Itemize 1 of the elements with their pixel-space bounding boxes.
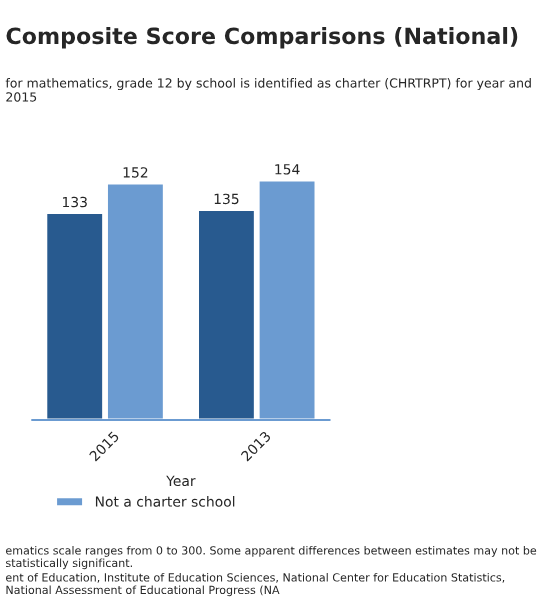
chart-title: Composite Score Comparisons (National)	[6, 27, 518, 49]
